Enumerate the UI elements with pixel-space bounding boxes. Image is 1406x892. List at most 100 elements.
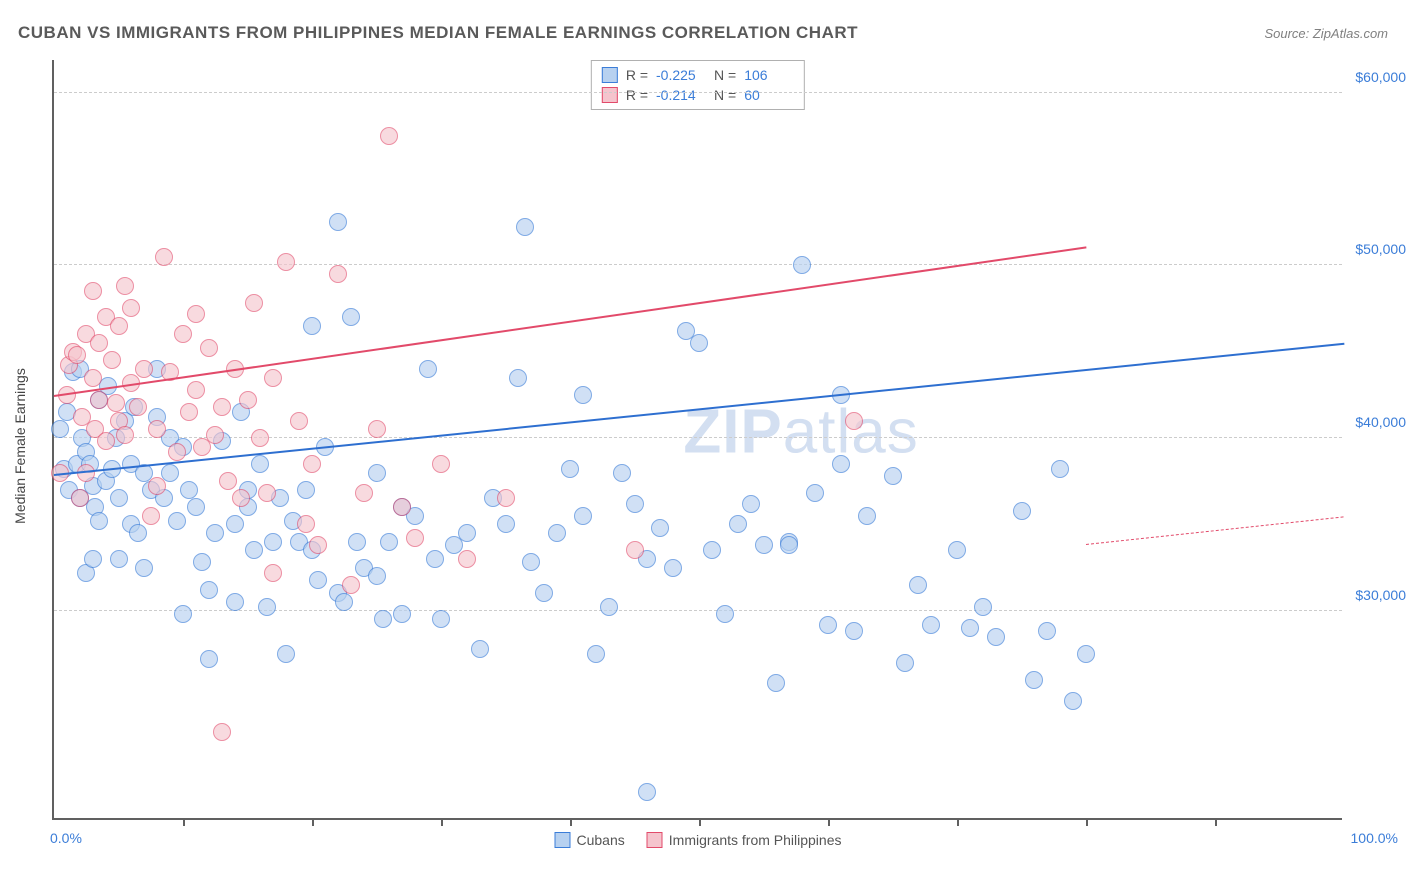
x-limit-right: 100.0% bbox=[1351, 830, 1398, 846]
n-value-philippines: 60 bbox=[744, 87, 794, 103]
scatter-point-cubans bbox=[516, 218, 534, 236]
scatter-point-philippines bbox=[213, 398, 231, 416]
scatter-point-cubans bbox=[84, 550, 102, 568]
scatter-point-cubans bbox=[432, 610, 450, 628]
x-tick bbox=[1215, 818, 1217, 826]
y-tick-label: $60,000 bbox=[1355, 69, 1406, 85]
scatter-point-philippines bbox=[368, 420, 386, 438]
scatter-point-philippines bbox=[497, 489, 515, 507]
scatter-point-philippines bbox=[107, 394, 125, 412]
scatter-point-philippines bbox=[116, 426, 134, 444]
scatter-point-philippines bbox=[103, 351, 121, 369]
scatter-point-cubans bbox=[716, 605, 734, 623]
scatter-point-cubans bbox=[368, 464, 386, 482]
swatch-cubans-icon bbox=[602, 67, 618, 83]
y-tick-label: $50,000 bbox=[1355, 241, 1406, 257]
swatch-philippines-icon bbox=[647, 832, 663, 848]
x-tick bbox=[441, 818, 443, 826]
scatter-point-philippines bbox=[355, 484, 373, 502]
scatter-point-cubans bbox=[200, 581, 218, 599]
scatter-point-cubans bbox=[264, 533, 282, 551]
scatter-point-philippines bbox=[90, 334, 108, 352]
series-legend: Cubans Immigrants from Philippines bbox=[555, 832, 842, 848]
scatter-point-cubans bbox=[303, 317, 321, 335]
r-value-cubans: -0.225 bbox=[656, 67, 706, 83]
scatter-point-cubans bbox=[309, 571, 327, 589]
scatter-point-cubans bbox=[251, 455, 269, 473]
scatter-point-cubans bbox=[129, 524, 147, 542]
stats-row-cubans: R =-0.225 N =106 bbox=[602, 65, 794, 85]
scatter-point-cubans bbox=[574, 507, 592, 525]
scatter-point-cubans bbox=[1051, 460, 1069, 478]
legend-item-cubans: Cubans bbox=[555, 832, 625, 848]
scatter-point-philippines bbox=[180, 403, 198, 421]
x-tick bbox=[183, 818, 185, 826]
scatter-point-philippines bbox=[290, 412, 308, 430]
scatter-point-cubans bbox=[858, 507, 876, 525]
scatter-point-philippines bbox=[97, 432, 115, 450]
scatter-point-philippines bbox=[168, 443, 186, 461]
scatter-point-philippines bbox=[148, 477, 166, 495]
scatter-point-cubans bbox=[206, 524, 224, 542]
scatter-point-cubans bbox=[329, 213, 347, 231]
scatter-point-cubans bbox=[471, 640, 489, 658]
scatter-point-philippines bbox=[116, 277, 134, 295]
scatter-point-cubans bbox=[193, 553, 211, 571]
chart-source: Source: ZipAtlas.com bbox=[1264, 26, 1388, 41]
scatter-point-cubans bbox=[226, 515, 244, 533]
scatter-point-cubans bbox=[393, 605, 411, 623]
scatter-point-cubans bbox=[180, 481, 198, 499]
scatter-point-philippines bbox=[393, 498, 411, 516]
scatter-point-cubans bbox=[226, 593, 244, 611]
scatter-point-philippines bbox=[264, 369, 282, 387]
gridline bbox=[54, 610, 1342, 611]
scatter-point-cubans bbox=[522, 553, 540, 571]
scatter-point-cubans bbox=[600, 598, 618, 616]
x-tick bbox=[312, 818, 314, 826]
scatter-point-philippines bbox=[329, 265, 347, 283]
scatter-point-philippines bbox=[309, 536, 327, 554]
scatter-point-cubans bbox=[368, 567, 386, 585]
scatter-point-cubans bbox=[509, 369, 527, 387]
scatter-point-cubans bbox=[793, 256, 811, 274]
scatter-point-philippines bbox=[251, 429, 269, 447]
scatter-point-cubans bbox=[497, 515, 515, 533]
scatter-point-philippines bbox=[297, 515, 315, 533]
scatter-point-philippines bbox=[380, 127, 398, 145]
chart-title: CUBAN VS IMMIGRANTS FROM PHILIPPINES MED… bbox=[18, 23, 858, 43]
scatter-point-philippines bbox=[845, 412, 863, 430]
scatter-point-cubans bbox=[961, 619, 979, 637]
gridline bbox=[54, 264, 1342, 265]
scatter-point-cubans bbox=[1025, 671, 1043, 689]
legend-item-philippines: Immigrants from Philippines bbox=[647, 832, 842, 848]
scatter-point-philippines bbox=[206, 426, 224, 444]
scatter-point-cubans bbox=[535, 584, 553, 602]
scatter-point-cubans bbox=[90, 512, 108, 530]
x-tick bbox=[699, 818, 701, 826]
swatch-philippines-icon bbox=[602, 87, 618, 103]
scatter-point-philippines bbox=[232, 489, 250, 507]
scatter-point-cubans bbox=[187, 498, 205, 516]
scatter-point-cubans bbox=[922, 616, 940, 634]
scatter-point-philippines bbox=[277, 253, 295, 271]
y-tick-label: $40,000 bbox=[1355, 414, 1406, 430]
scatter-point-cubans bbox=[548, 524, 566, 542]
scatter-point-cubans bbox=[948, 541, 966, 559]
plot-area: ZIPatlas R =-0.225 N =106 R =-0.214 N =6… bbox=[52, 60, 1342, 820]
scatter-point-cubans bbox=[742, 495, 760, 513]
scatter-point-philippines bbox=[264, 564, 282, 582]
swatch-cubans-icon bbox=[555, 832, 571, 848]
y-tick-label: $30,000 bbox=[1355, 587, 1406, 603]
scatter-point-philippines bbox=[68, 346, 86, 364]
scatter-point-philippines bbox=[239, 391, 257, 409]
scatter-point-cubans bbox=[613, 464, 631, 482]
scatter-point-cubans bbox=[561, 460, 579, 478]
scatter-point-cubans bbox=[245, 541, 263, 559]
scatter-point-cubans bbox=[1077, 645, 1095, 663]
scatter-point-philippines bbox=[84, 282, 102, 300]
scatter-point-philippines bbox=[187, 305, 205, 323]
scatter-point-cubans bbox=[277, 645, 295, 663]
scatter-point-cubans bbox=[348, 533, 366, 551]
scatter-point-philippines bbox=[303, 455, 321, 473]
scatter-point-cubans bbox=[690, 334, 708, 352]
